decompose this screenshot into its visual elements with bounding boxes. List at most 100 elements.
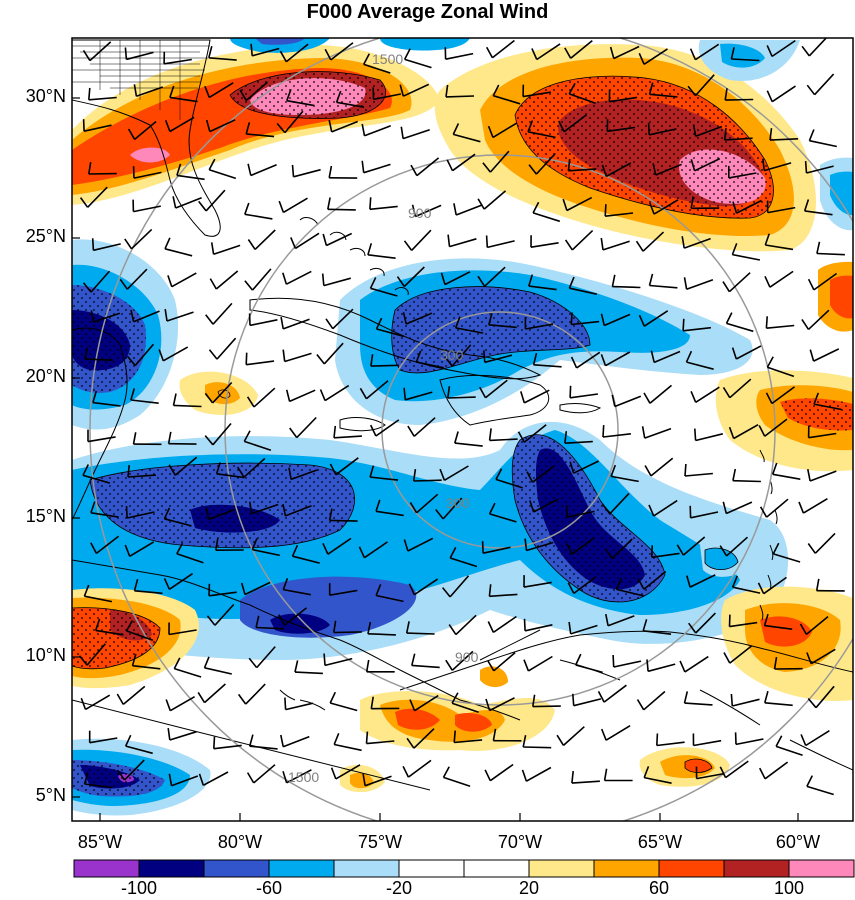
wind-barb-feather <box>568 276 575 289</box>
wind-barb-feather <box>569 461 575 474</box>
wind-barb-feather <box>731 575 738 588</box>
wind-barb-shaft <box>686 361 714 370</box>
wind-barb-shaft <box>613 45 640 60</box>
wind-barb-feather <box>250 43 253 56</box>
wind-barb-feather <box>365 659 370 672</box>
wind-barb-shaft <box>773 553 801 563</box>
wind-barb-shaft <box>647 663 676 673</box>
wind-barb-feather <box>448 624 457 636</box>
wind-barb-feather <box>375 499 381 512</box>
wind-barb-shaft <box>724 137 753 141</box>
ring-label-900-north: 900 <box>408 205 432 221</box>
wind-barb-shaft <box>208 82 234 99</box>
wind-barb-shaft <box>482 546 511 554</box>
wind-barb-feather <box>611 274 616 287</box>
wind-barb-feather <box>610 464 617 477</box>
wind-barb-feather <box>803 199 810 212</box>
wind-barb-shaft <box>695 386 720 403</box>
wind-barb-feather <box>369 465 375 478</box>
wind-barb-feather <box>322 542 329 555</box>
wind-barb-feather <box>730 47 735 60</box>
wind-barb-feather <box>772 542 780 555</box>
wind-barb-feather <box>367 621 372 634</box>
wind-barb-shaft <box>253 764 276 784</box>
wind-barb-feather <box>280 734 284 747</box>
wind-barb-shaft <box>690 511 719 519</box>
wind-barb-feather <box>370 354 374 367</box>
wind-barb-shaft <box>686 278 714 290</box>
ring-label-1500-north: 1500 <box>372 51 403 67</box>
wind-barb-shaft <box>693 739 722 747</box>
wind-barb-shaft <box>775 745 803 756</box>
wind-barb-shaft <box>168 629 197 636</box>
wind-barb-feather <box>492 84 500 97</box>
wind-barb-shaft <box>536 43 561 61</box>
wind-barb-feather <box>686 575 691 588</box>
wind-barb-feather <box>403 539 409 552</box>
wind-barb-feather <box>649 202 655 215</box>
wind-barb-feather <box>481 541 484 554</box>
wind-barb-shaft <box>769 138 799 141</box>
wind-barb-feather <box>600 313 606 326</box>
wind-barb-feather <box>765 316 768 329</box>
wind-barb-shaft <box>95 535 120 555</box>
wind-barb-feather <box>407 425 415 437</box>
wind-barb-feather <box>163 507 171 520</box>
wind-barb-feather <box>79 197 89 208</box>
wind-barb-feather <box>477 275 486 287</box>
wind-barb-shaft <box>208 591 237 597</box>
wind-barb-shaft <box>169 696 195 712</box>
wind-barb-shaft <box>90 512 119 518</box>
wind-barb-shaft <box>568 93 596 104</box>
wind-barb-feather <box>164 120 171 132</box>
wind-barb-feather <box>650 350 655 363</box>
wind-barb-shaft <box>813 272 838 291</box>
wind-barb-feather <box>800 734 807 746</box>
wind-barb-shaft <box>290 469 318 481</box>
wind-barb-feather <box>399 84 405 97</box>
wind-barb-feather <box>215 538 219 551</box>
wind-barb-feather <box>92 390 98 403</box>
wind-barb-feather <box>482 162 492 173</box>
wind-barb-shaft <box>809 139 837 148</box>
wind-barb-shaft <box>252 548 280 557</box>
wind-barb-shaft <box>363 541 388 559</box>
wind-barb-feather <box>94 618 101 631</box>
wind-barb-shaft <box>725 501 753 515</box>
wind-barb-shaft <box>725 760 749 779</box>
wind-barb-feather <box>732 468 737 481</box>
wind-barb-feather <box>688 622 697 634</box>
wind-barb-shaft <box>684 655 709 673</box>
wind-barb-feather <box>83 584 90 597</box>
wind-barb-shaft <box>689 574 716 588</box>
wind-barb-shaft <box>809 470 837 482</box>
wind-barb-shaft <box>416 361 444 369</box>
wind-barb-shaft <box>487 240 515 249</box>
wind-barb-feather <box>335 90 342 103</box>
lon-label-60w: 60°W <box>775 832 821 852</box>
wind-barb-feather <box>205 314 214 325</box>
wind-barb-feather <box>333 425 337 438</box>
wind-barb-shaft <box>162 346 189 362</box>
wind-barb-feather <box>402 765 410 778</box>
wind-barb-feather <box>251 538 258 550</box>
wind-barb-feather <box>646 659 649 672</box>
wind-barb-shaft <box>208 169 237 180</box>
wind-barb-feather <box>569 385 572 398</box>
colorbar-swatch <box>788 859 855 878</box>
axis-ticks <box>72 97 799 821</box>
wind-barb-shaft <box>365 380 389 400</box>
wind-barb-shaft <box>363 63 391 74</box>
wind-barb-shaft <box>285 702 314 711</box>
wind-barb-shaft <box>370 364 399 367</box>
wind-barb-feather <box>328 119 333 133</box>
wind-barb-shaft <box>562 726 585 746</box>
wind-barb-shaft <box>807 309 830 330</box>
wind-barb-shaft <box>816 252 845 256</box>
wind-barb-shaft <box>489 438 518 442</box>
wind-barb-feather <box>204 435 214 446</box>
wind-barb-shaft <box>530 242 559 248</box>
wind-barb-feather <box>446 159 454 172</box>
wind-barb-shaft <box>367 633 396 636</box>
wind-barb-shaft <box>334 743 362 752</box>
